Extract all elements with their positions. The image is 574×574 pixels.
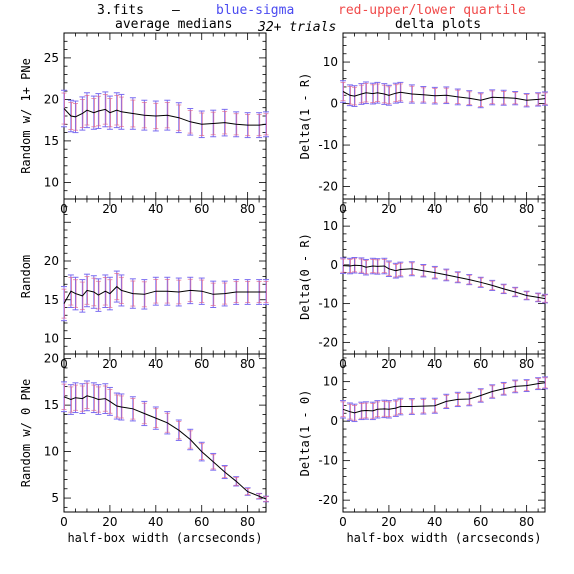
x-tick-label: 80 bbox=[240, 202, 255, 216]
x-tick-label: 80 bbox=[519, 515, 534, 529]
y-tick-label: -10 bbox=[318, 138, 338, 152]
y-tick-label: 25 bbox=[44, 51, 59, 65]
x-tick-label: 60 bbox=[194, 515, 209, 529]
panel-frame bbox=[342, 32, 546, 200]
x-tick-label: 60 bbox=[473, 357, 488, 371]
y-tick-label: 20 bbox=[44, 352, 59, 366]
y-tick-label: 5 bbox=[51, 491, 59, 505]
x-tick-label: 0 bbox=[339, 515, 347, 529]
y-tick-label: -10 bbox=[318, 454, 338, 468]
x-tick-label: 40 bbox=[427, 515, 442, 529]
x-axis-label: half-box width (arcseconds) bbox=[346, 531, 541, 545]
y-axis-label: Delta(1 - R) bbox=[298, 73, 312, 160]
column-title-right: delta plots bbox=[395, 17, 481, 32]
x-tick-label: 60 bbox=[194, 357, 209, 371]
column-title-left: average medians bbox=[115, 17, 232, 32]
x-axis-label: half-box width (arcseconds) bbox=[67, 531, 262, 545]
y-axis-label: Delta(0 - R) bbox=[298, 233, 312, 320]
panel-frame bbox=[342, 353, 546, 513]
x-tick-label: 60 bbox=[473, 202, 488, 216]
panel-frame bbox=[342, 198, 546, 355]
y-tick-label: -10 bbox=[318, 297, 338, 311]
y-tick-label: 10 bbox=[44, 175, 59, 189]
x-tick-label: 20 bbox=[381, 515, 396, 529]
legend-quartile: red-upper/lower quartile bbox=[338, 3, 526, 18]
y-tick-label: 10 bbox=[323, 219, 338, 233]
panel-left-bottom: 0 20 40 60 80 5 10 15 20 Random w/ 0 PNe half-box … bbox=[19, 352, 269, 545]
y-tick-label: -20 bbox=[318, 335, 338, 349]
y-tick-label: 15 bbox=[44, 293, 59, 307]
y-tick-label: 0 bbox=[330, 97, 338, 111]
legend-sigma: blue-sigma bbox=[216, 3, 294, 18]
y-tick-label: -20 bbox=[318, 180, 338, 194]
y-tick-label: 10 bbox=[44, 445, 59, 459]
series-line bbox=[342, 264, 546, 300]
x-tick-label: 40 bbox=[427, 357, 442, 371]
y-tick-label: 15 bbox=[44, 134, 59, 148]
y-axis-label: Delta(1 - 0) bbox=[298, 390, 312, 477]
y-axis-label: Random bbox=[19, 255, 33, 298]
trials-label: 32+ trials bbox=[257, 20, 336, 35]
x-tick-label: 80 bbox=[240, 357, 255, 371]
x-tick-label: 20 bbox=[381, 202, 396, 216]
y-tick-label: 0 bbox=[330, 414, 338, 428]
y-tick-label: 15 bbox=[44, 398, 59, 412]
x-tick-label: 20 bbox=[102, 515, 117, 529]
series-line bbox=[63, 285, 266, 304]
file-label: 3.fits bbox=[97, 3, 144, 18]
x-tick-label: 40 bbox=[148, 202, 163, 216]
y-tick-label: 20 bbox=[44, 92, 59, 106]
panel-frame bbox=[63, 353, 267, 513]
series-line bbox=[63, 108, 267, 126]
x-tick-label: 20 bbox=[102, 202, 117, 216]
x-tick-label: 80 bbox=[240, 515, 255, 529]
y-tick-label: 0 bbox=[330, 258, 338, 272]
y-tick-label: -20 bbox=[318, 493, 338, 507]
y-tick-label: 10 bbox=[323, 375, 338, 389]
y-tick-label: 10 bbox=[323, 55, 338, 69]
panel-right-bottom: 0 20 40 60 80 -20 -10 0 10 Delta(1 - 0) half-box w… bbox=[298, 353, 548, 545]
x-tick-label: 40 bbox=[148, 515, 163, 529]
x-tick-label: 40 bbox=[427, 202, 442, 216]
x-tick-label: 40 bbox=[148, 357, 163, 371]
dash-label: – bbox=[172, 3, 180, 18]
x-tick-label: 60 bbox=[194, 202, 209, 216]
y-tick-label: 10 bbox=[44, 332, 59, 346]
series-line bbox=[342, 91, 546, 101]
series-line bbox=[63, 395, 267, 500]
y-axis-label: Random w/ 0 PNe bbox=[19, 379, 33, 487]
x-tick-label: 0 bbox=[60, 515, 68, 529]
x-tick-label: 20 bbox=[102, 357, 117, 371]
x-tick-label: 80 bbox=[519, 202, 534, 216]
y-tick-label: 20 bbox=[44, 254, 59, 268]
series-line bbox=[342, 382, 546, 414]
x-tick-label: 20 bbox=[381, 357, 396, 371]
x-tick-label: 60 bbox=[473, 515, 488, 529]
x-tick-label: 80 bbox=[519, 357, 534, 371]
y-axis-label: Random w/ 1+ PNe bbox=[19, 58, 33, 174]
